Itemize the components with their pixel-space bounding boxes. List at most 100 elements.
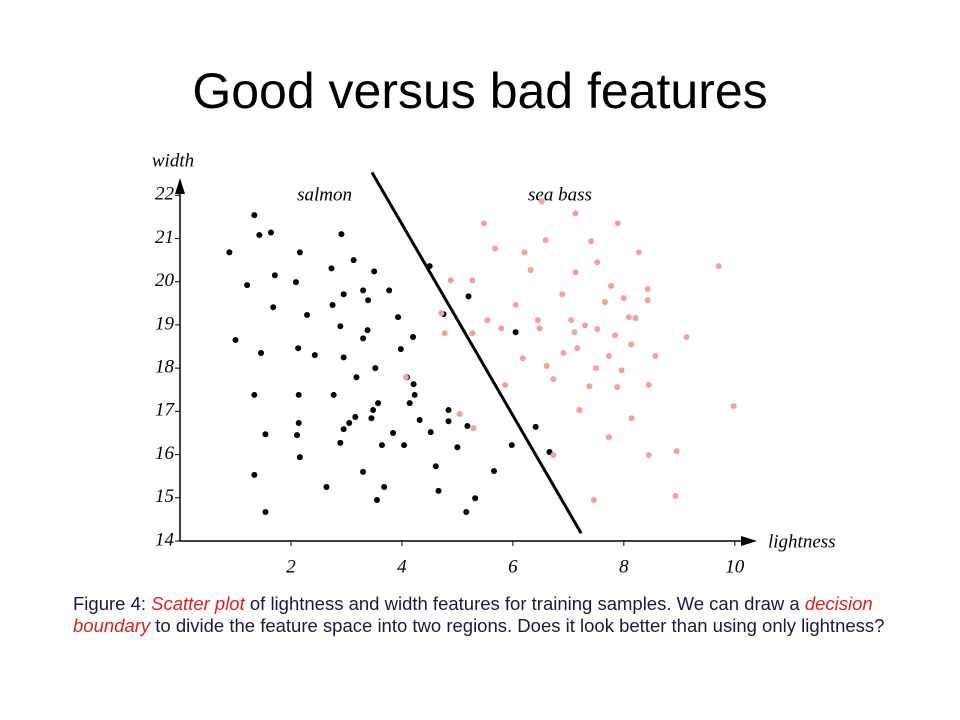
x-tick-label: 8 bbox=[619, 556, 629, 577]
point bbox=[271, 272, 278, 279]
point bbox=[568, 317, 575, 324]
point bbox=[232, 337, 239, 344]
point bbox=[360, 335, 367, 342]
caption-text: to divide the feature space into two reg… bbox=[150, 615, 885, 636]
point bbox=[295, 345, 302, 352]
point bbox=[397, 346, 404, 353]
point bbox=[395, 314, 402, 321]
point bbox=[251, 212, 258, 219]
point bbox=[251, 391, 258, 398]
y-tick-label: 19 bbox=[155, 313, 175, 334]
point bbox=[543, 362, 550, 369]
point bbox=[304, 311, 311, 318]
point bbox=[368, 415, 375, 422]
point bbox=[295, 391, 302, 398]
slide-title: Good versus bad features bbox=[192, 63, 768, 119]
point bbox=[559, 291, 566, 298]
point bbox=[258, 350, 265, 357]
point bbox=[378, 442, 385, 449]
point bbox=[406, 400, 413, 407]
point bbox=[346, 420, 353, 427]
point bbox=[435, 487, 442, 494]
point bbox=[469, 277, 476, 284]
point bbox=[262, 509, 269, 516]
point bbox=[492, 245, 499, 252]
point bbox=[340, 354, 347, 361]
y-tick-label: 22 bbox=[155, 184, 175, 205]
point bbox=[491, 467, 498, 474]
point bbox=[536, 325, 543, 332]
point bbox=[338, 231, 345, 238]
point bbox=[454, 444, 461, 451]
point bbox=[512, 329, 519, 336]
point bbox=[456, 410, 463, 417]
point bbox=[502, 381, 509, 388]
point bbox=[465, 293, 472, 300]
point bbox=[632, 315, 639, 322]
point bbox=[560, 350, 567, 357]
point bbox=[534, 317, 541, 324]
point bbox=[532, 423, 539, 430]
caption-text: of lightness and width features for trai… bbox=[244, 593, 805, 614]
point bbox=[353, 374, 360, 381]
caption-highlight: decision boundary bbox=[73, 593, 873, 636]
caption-highlight: Scatter plot bbox=[151, 593, 245, 614]
point bbox=[715, 263, 722, 270]
point bbox=[582, 322, 589, 329]
y-axis-label: width bbox=[152, 150, 194, 171]
point bbox=[447, 277, 454, 284]
point bbox=[296, 249, 303, 256]
x-tick-label: 6 bbox=[508, 556, 518, 577]
point bbox=[576, 407, 583, 414]
point bbox=[294, 432, 301, 439]
point bbox=[611, 332, 618, 339]
point bbox=[337, 323, 344, 330]
point bbox=[527, 267, 534, 274]
caption: Figure 4: Scatter plot of lightness and … bbox=[73, 593, 933, 637]
point bbox=[605, 353, 612, 360]
point bbox=[614, 220, 621, 227]
point bbox=[571, 329, 578, 336]
point bbox=[311, 352, 318, 359]
point bbox=[484, 317, 491, 324]
point bbox=[470, 425, 477, 432]
point bbox=[226, 249, 233, 256]
point bbox=[469, 330, 476, 337]
point bbox=[445, 418, 452, 425]
point bbox=[644, 297, 651, 304]
x-tick-label: 2 bbox=[286, 556, 296, 577]
point bbox=[296, 454, 303, 461]
point bbox=[550, 452, 557, 459]
point bbox=[645, 381, 652, 388]
point bbox=[350, 257, 357, 264]
point bbox=[328, 265, 335, 272]
point bbox=[330, 391, 337, 398]
point bbox=[672, 493, 679, 500]
point bbox=[416, 417, 423, 423]
point bbox=[683, 334, 690, 341]
point bbox=[594, 326, 601, 333]
x-axis-arrow bbox=[741, 536, 757, 546]
decision-boundary bbox=[370, 171, 583, 534]
point bbox=[586, 383, 593, 390]
point bbox=[411, 391, 418, 398]
point bbox=[644, 286, 651, 293]
point bbox=[445, 407, 452, 414]
point bbox=[625, 314, 632, 321]
y-axis-arrow bbox=[175, 178, 185, 194]
point bbox=[521, 249, 528, 256]
point bbox=[608, 283, 615, 290]
x-axis-label: lightness bbox=[768, 531, 836, 552]
point bbox=[438, 310, 445, 317]
point bbox=[542, 237, 549, 244]
point bbox=[512, 302, 519, 309]
point bbox=[270, 304, 277, 311]
point bbox=[652, 353, 659, 360]
point bbox=[410, 334, 417, 341]
point bbox=[365, 297, 372, 304]
point bbox=[645, 452, 652, 459]
class-label: sea bass bbox=[528, 184, 592, 205]
point bbox=[373, 496, 380, 503]
point bbox=[472, 495, 479, 502]
